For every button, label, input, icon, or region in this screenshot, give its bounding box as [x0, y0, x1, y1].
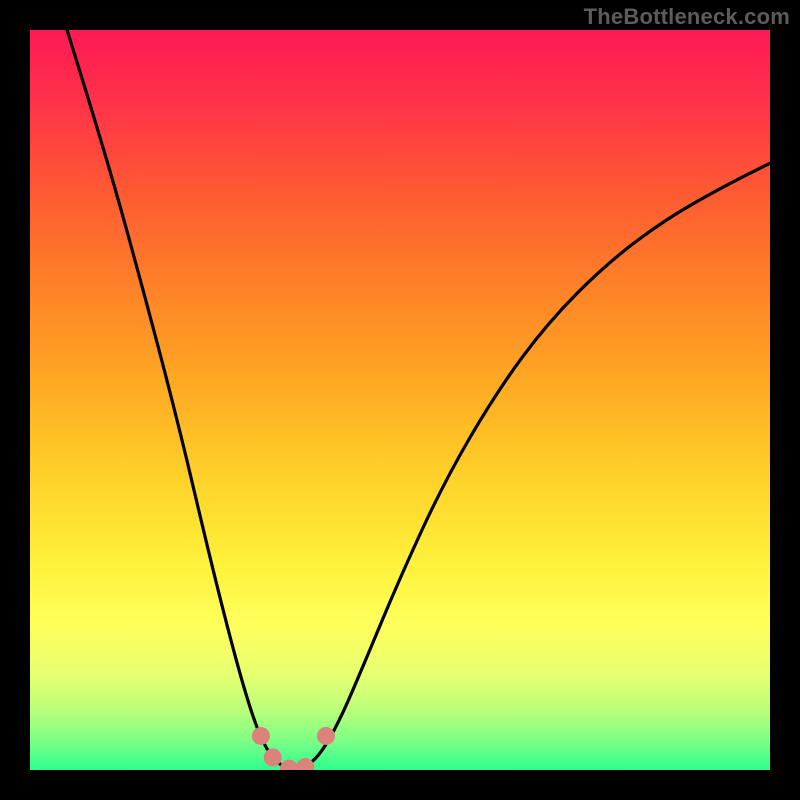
chart-background [30, 30, 770, 770]
chart-plot-area [30, 30, 770, 770]
chart-svg [30, 30, 770, 770]
curve-marker [264, 748, 282, 766]
watermark-label: TheBottleneck.com [584, 4, 790, 30]
curve-marker [317, 727, 335, 745]
curve-marker [252, 727, 270, 745]
